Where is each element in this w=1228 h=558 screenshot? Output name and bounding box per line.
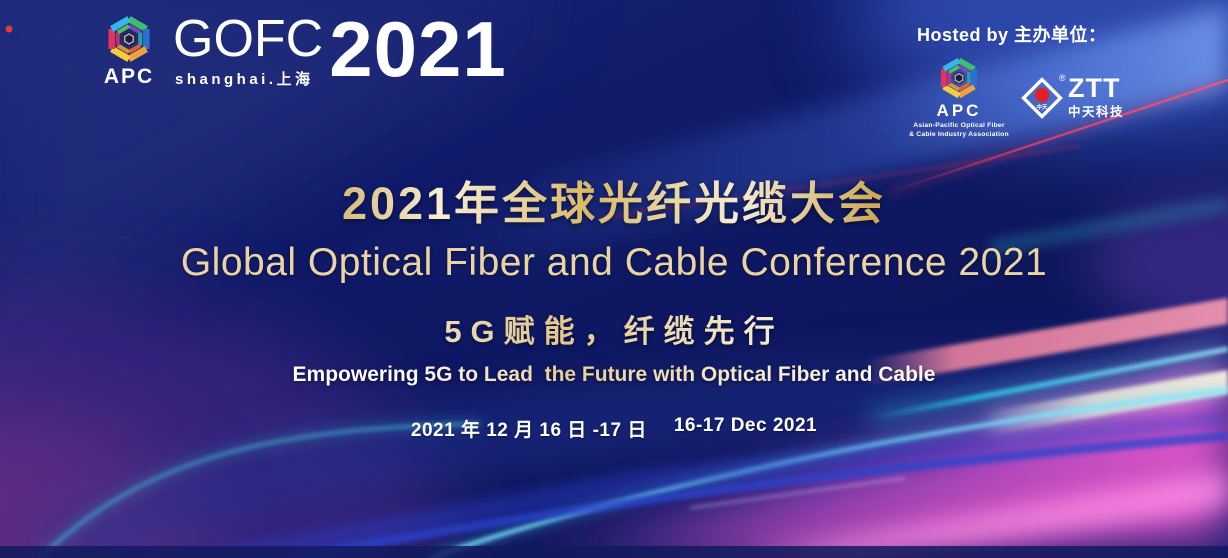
apc-org-line2: & Cable Industry Association — [909, 131, 1009, 138]
apc-association-logo: APC Asian-Pacific Optical Fiber & Cable … — [903, 56, 1015, 139]
ztt-wordmark-block: ZTT 中天科技 — [1068, 73, 1125, 120]
city-label: shanghai.上海 — [175, 71, 314, 88]
hosted-by-block: Hosted by 主办单位： — [903, 21, 1163, 139]
slogan-en: Empowering 5G to Lead the Future with Op… — [0, 363, 1228, 387]
gofc-block: GOFC shanghai.上海 — [173, 10, 324, 89]
apc-wordmark: APC — [936, 101, 982, 120]
ztt-diamond-icon: 中天 — [1021, 77, 1063, 119]
conference-title-cn: 2021年全球光纤光缆大会 — [0, 167, 1228, 232]
conference-title-en: Global Optical Fiber and Cable Conferenc… — [180, 241, 1048, 284]
apc-org-line1: Asian-Pacific Optical Fiber — [913, 122, 1005, 129]
hosted-by-label: Hosted by 主办单位： — [917, 25, 1107, 45]
ztt-wordmark: ZTT — [1068, 73, 1121, 103]
apc-hexagon-logo-icon — [108, 16, 150, 62]
ztt-logo: 中天 ® ZTT 中天科技 — [1021, 73, 1125, 120]
event-date-en: 16-17 Dec 2021 — [673, 415, 818, 436]
hosted-logos-row: APC Asian-Pacific Optical Fiber & Cable … — [903, 56, 1163, 139]
apc-logo-block: APC — [93, 14, 165, 89]
event-date-row: 2021 年 12 月 16 日 -17 日 16-17 Dec 2021 — [0, 415, 1228, 442]
registered-mark: ® — [1059, 73, 1066, 83]
red-dot-decoration — [5, 25, 13, 33]
brand-lockup: APC GOFC shanghai.上海 2021 — [93, 5, 507, 93]
hero-section: 2021年全球光纤光缆大会 Global Optical Fiber and C… — [0, 167, 1228, 442]
event-date-cn: 2021 年 12 月 16 日 -17 日 — [410, 420, 647, 441]
apc-wordmark: APC — [103, 65, 155, 88]
apc-hexagon-logo-icon — [940, 57, 978, 99]
year-label: 2021 — [329, 5, 507, 93]
ztt-cn-name: 中天科技 — [1068, 105, 1125, 119]
gofc-wordmark: GOFC — [173, 10, 324, 68]
slogan-cn: 5G赋能，纤缆先行 — [0, 306, 1228, 351]
ztt-inner-cn: 中天 — [1037, 103, 1048, 111]
